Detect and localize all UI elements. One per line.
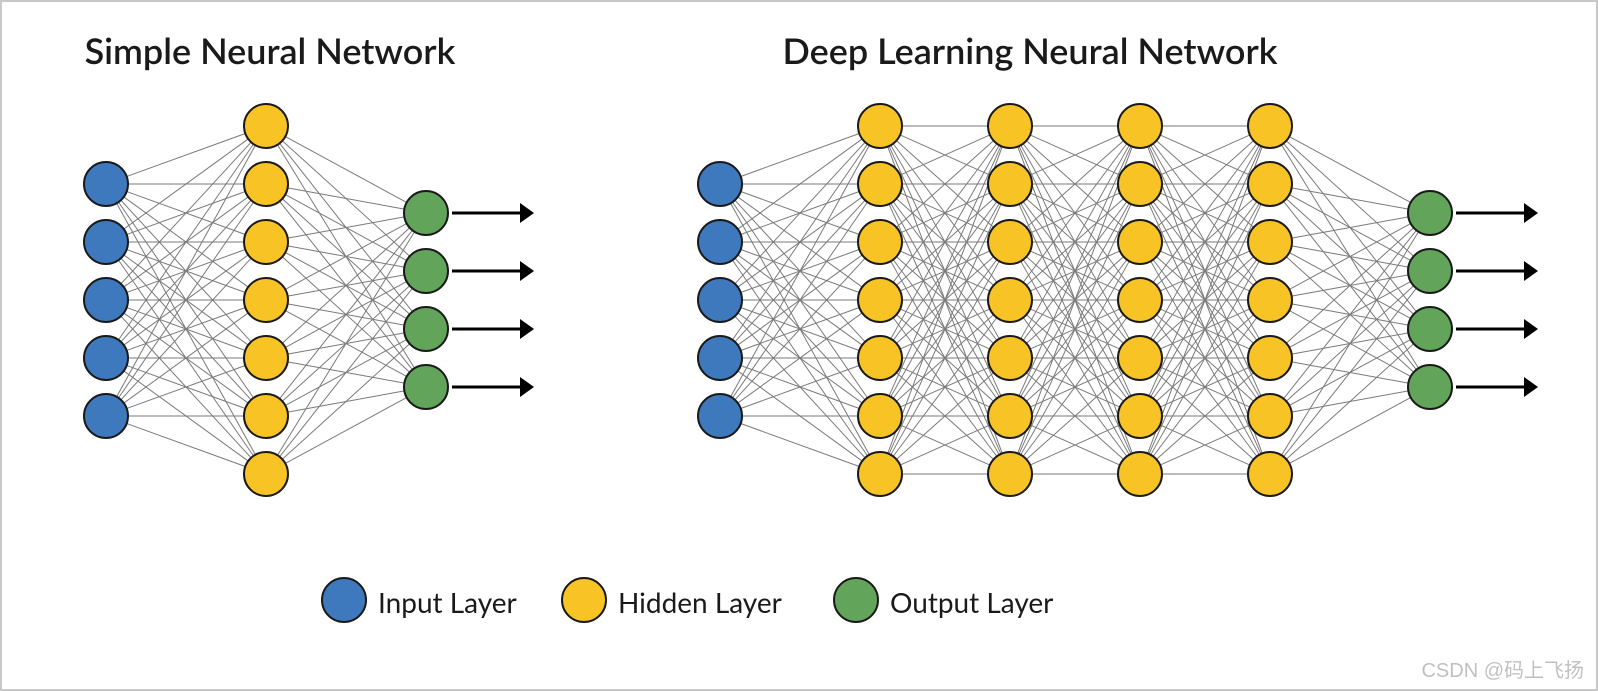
output-node: [1408, 249, 1452, 293]
output-node: [404, 249, 448, 293]
legend-label-input: Input Layer: [378, 585, 517, 619]
edge: [282, 344, 409, 459]
output-arrow-head: [520, 319, 534, 339]
hidden-node: [988, 104, 1032, 148]
hidden-node: [1248, 278, 1292, 322]
output-node: [404, 307, 448, 351]
hidden-node: [858, 452, 902, 496]
input-node: [84, 162, 128, 206]
input-node: [698, 220, 742, 264]
hidden-node: [1118, 394, 1162, 438]
input-node: [698, 336, 742, 380]
output-node: [1408, 365, 1452, 409]
output-node: [1408, 307, 1452, 351]
hidden-node: [1248, 162, 1292, 206]
hidden-node: [988, 162, 1032, 206]
edge: [741, 133, 860, 176]
hidden-node: [244, 162, 288, 206]
input-node: [84, 394, 128, 438]
output-node: [1408, 191, 1452, 235]
input-node: [698, 278, 742, 322]
hidden-node: [1118, 162, 1162, 206]
hidden-node: [858, 104, 902, 148]
edge: [735, 142, 865, 284]
legend-label-hidden: Hidden Layer: [618, 585, 782, 619]
edges-group: [731, 126, 1419, 474]
edge: [1286, 228, 1413, 343]
edge: [277, 232, 414, 455]
title-deep-network: Deep Learning Neural Network: [782, 28, 1277, 72]
edge: [282, 228, 409, 343]
output-node: [404, 365, 448, 409]
edge: [1286, 344, 1413, 459]
edge: [1281, 232, 1418, 455]
hidden-node: [1118, 336, 1162, 380]
hidden-node: [858, 220, 902, 264]
hidden-node: [244, 452, 288, 496]
edge: [1289, 137, 1410, 203]
output-arrow-head: [520, 203, 534, 223]
hidden-node: [244, 220, 288, 264]
hidden-node: [244, 278, 288, 322]
hidden-node: [1248, 452, 1292, 496]
hidden-node: [244, 104, 288, 148]
output-arrow-head: [1524, 319, 1538, 339]
edge: [280, 288, 413, 456]
output-arrow-head: [520, 261, 534, 281]
legend-hidden-icon: [562, 578, 606, 622]
title-simple-network: Simple Neural Network: [85, 28, 456, 72]
output-arrow-head: [520, 377, 534, 397]
edge: [1289, 398, 1410, 464]
edge: [127, 133, 246, 176]
input-node: [698, 162, 742, 206]
edge: [285, 137, 406, 203]
edge: [1289, 224, 1410, 290]
hidden-node: [1118, 452, 1162, 496]
edge: [285, 224, 406, 290]
hidden-node: [1118, 278, 1162, 322]
arrows-group: [452, 203, 534, 397]
hidden-node: [988, 394, 1032, 438]
hidden-node: [1248, 394, 1292, 438]
edge: [117, 145, 256, 396]
watermark-text: CSDN @码上飞扬: [1421, 654, 1584, 683]
hidden-node: [1248, 220, 1292, 264]
hidden-node: [858, 278, 902, 322]
hidden-node: [1248, 104, 1292, 148]
input-node: [84, 220, 128, 264]
edge: [127, 423, 246, 466]
hidden-node: [1118, 104, 1162, 148]
legend-output-icon: [834, 578, 878, 622]
hidden-node: [244, 394, 288, 438]
hidden-node: [988, 220, 1032, 264]
hidden-node: [1118, 220, 1162, 264]
edge: [741, 423, 860, 466]
input-node: [698, 394, 742, 438]
hidden-node: [858, 162, 902, 206]
edge: [1292, 188, 1409, 209]
edge: [731, 145, 870, 396]
hidden-node: [988, 452, 1032, 496]
edge: [1284, 288, 1417, 456]
output-arrow-head: [1524, 261, 1538, 281]
output-arrow-head: [1524, 203, 1538, 223]
hidden-node: [858, 394, 902, 438]
output-arrow-head: [1524, 377, 1538, 397]
edge: [121, 142, 251, 284]
hidden-node: [988, 278, 1032, 322]
arrows-group: [1456, 203, 1538, 397]
legend-input-icon: [322, 578, 366, 622]
edge: [288, 188, 405, 209]
hidden-node: [1248, 336, 1292, 380]
neural-network-svg: [0, 0, 1598, 691]
hidden-node: [988, 336, 1032, 380]
hidden-node: [244, 336, 288, 380]
input-node: [84, 278, 128, 322]
legend-label-output: Output Layer: [890, 585, 1053, 619]
output-node: [404, 191, 448, 235]
input-node: [84, 336, 128, 380]
edge: [285, 398, 406, 464]
hidden-node: [858, 336, 902, 380]
